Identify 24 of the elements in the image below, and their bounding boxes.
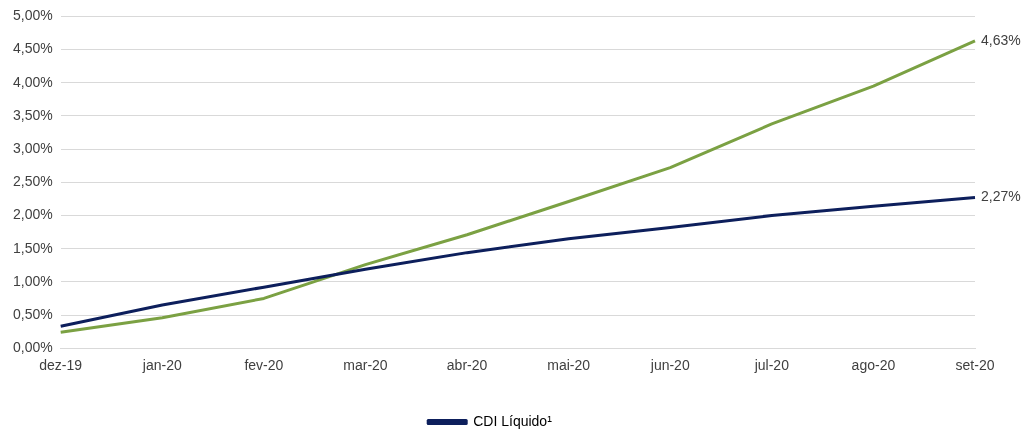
x-tick-label: jan-20	[141, 357, 182, 374]
y-tick-label: 2,50%	[12, 173, 53, 190]
x-tick-label: fev-20	[244, 357, 284, 374]
y-tick-label: 0,50%	[12, 305, 53, 322]
y-tick-label: 1,00%	[12, 272, 53, 289]
x-tick-label: dez-19	[39, 357, 83, 374]
y-tick-label: 3,50%	[12, 106, 53, 123]
x-tick-label: abr-20	[446, 357, 488, 374]
x-tick-label: mar-20	[343, 357, 388, 374]
x-tick-label: jul-20	[753, 357, 790, 374]
y-tick-label: 0,00%	[12, 339, 53, 356]
y-tick-label: 5,00%	[12, 7, 53, 24]
x-tick-label: set-20	[955, 357, 995, 374]
y-tick-label: 4,50%	[12, 40, 53, 57]
data-label: 4,63%	[981, 31, 1021, 48]
x-tick-label: mai-20	[547, 357, 591, 374]
x-tick-label: jun-20	[649, 357, 690, 374]
y-tick-label: 1,50%	[12, 239, 53, 256]
y-tick-label: 4,00%	[12, 73, 53, 90]
data-label: 2,27%	[981, 188, 1021, 205]
y-tick-label: 2,00%	[12, 206, 53, 223]
legend-label: CDI Líquido¹	[473, 412, 553, 429]
x-tick-label: ago-20	[851, 357, 896, 374]
y-tick-label: 3,00%	[12, 139, 53, 156]
